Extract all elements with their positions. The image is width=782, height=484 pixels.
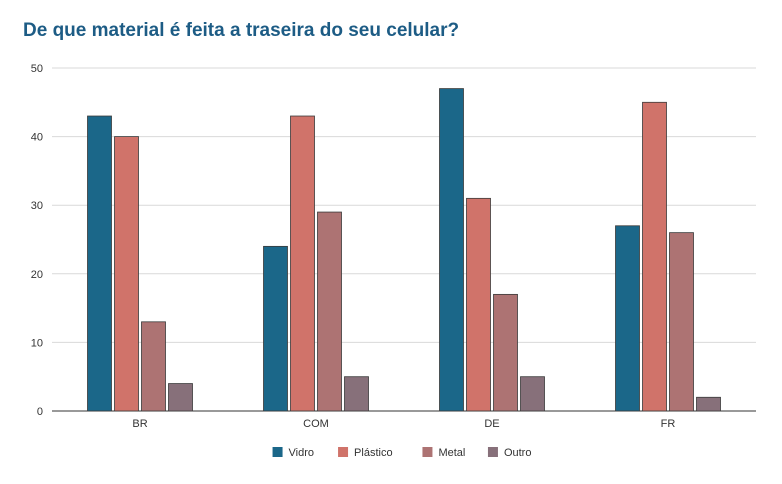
bar-com-plástico [290, 115, 315, 412]
legend-label: Plástico [354, 447, 393, 459]
bar-br-vidro [87, 115, 112, 412]
x-tick-label: COM [303, 418, 329, 430]
bars [87, 88, 721, 412]
legend-label: Vidro [289, 447, 314, 459]
bar-de-vidro [439, 88, 464, 412]
x-tick-label: FR [661, 418, 676, 430]
x-tick-label: BR [132, 418, 147, 430]
y-tick-label: 30 [31, 200, 43, 212]
legend-swatch-vidro [272, 447, 283, 457]
x-tick-label: DE [484, 418, 499, 430]
bar-fr-outro [696, 396, 721, 412]
bar-de-metal [493, 293, 518, 412]
legend-swatch-plástico [338, 447, 349, 457]
legend-label: Metal [438, 447, 465, 459]
bar-fr-plástico [642, 101, 667, 412]
y-tick-label: 50 [31, 63, 43, 75]
bar-br-plástico [114, 136, 139, 412]
y-axis-ticks: 0 10 20 30 40 50 [31, 63, 43, 418]
bar-com-outro [344, 376, 369, 412]
bar-de-outro [520, 376, 545, 412]
y-tick-label: 0 [37, 406, 43, 418]
bar-fr-metal [669, 232, 694, 412]
y-tick-label: 40 [31, 132, 43, 144]
x-axis-ticks: BR COM DE FR [132, 418, 675, 430]
y-tick-label: 10 [31, 337, 43, 349]
bar-br-outro [168, 383, 193, 412]
bar-com-metal [317, 211, 342, 412]
legend-label: Outro [504, 447, 532, 459]
y-tick-label: 20 [31, 269, 43, 281]
legend-swatch-outro [487, 447, 498, 457]
bar-fr-vidro [615, 225, 640, 412]
bar-com-vidro [263, 245, 288, 412]
chart-title: De que material é feita a traseira do se… [23, 20, 460, 41]
bar-de-plástico [466, 197, 491, 412]
bar-br-metal [141, 321, 166, 412]
legend-swatch-metal [422, 447, 433, 457]
legend: Vidro Plástico Metal Outro [272, 447, 532, 459]
